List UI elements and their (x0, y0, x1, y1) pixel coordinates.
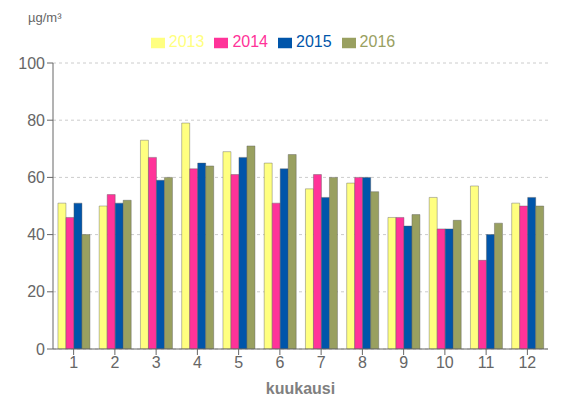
svg-text:1: 1 (69, 354, 78, 371)
svg-text:10: 10 (436, 354, 454, 371)
svg-text:80: 80 (27, 112, 45, 129)
svg-text:20: 20 (27, 283, 45, 300)
svg-text:100: 100 (18, 55, 45, 72)
svg-text:60: 60 (27, 169, 45, 186)
svg-text:9: 9 (399, 354, 408, 371)
svg-text:12: 12 (518, 354, 536, 371)
svg-text:2: 2 (110, 354, 119, 371)
svg-text:6: 6 (275, 354, 284, 371)
html-text:µg/m³: µg/m³ (28, 10, 62, 25)
svg-text:11: 11 (478, 354, 495, 371)
html-text:2015: 2015 (296, 33, 332, 50)
svg-text:8: 8 (358, 354, 367, 371)
svg-text:kuukausi: kuukausi (266, 380, 335, 397)
html-text:2014: 2014 (232, 33, 268, 50)
html-text:2016: 2016 (359, 33, 396, 50)
svg-text:0: 0 (36, 341, 45, 358)
svg-text:40: 40 (27, 226, 45, 243)
svg-text:3: 3 (152, 354, 161, 371)
svg-text:4: 4 (193, 354, 202, 371)
html-text:2013: 2013 (168, 33, 205, 50)
svg-text:7: 7 (317, 354, 326, 371)
svg-text:5: 5 (234, 354, 243, 371)
